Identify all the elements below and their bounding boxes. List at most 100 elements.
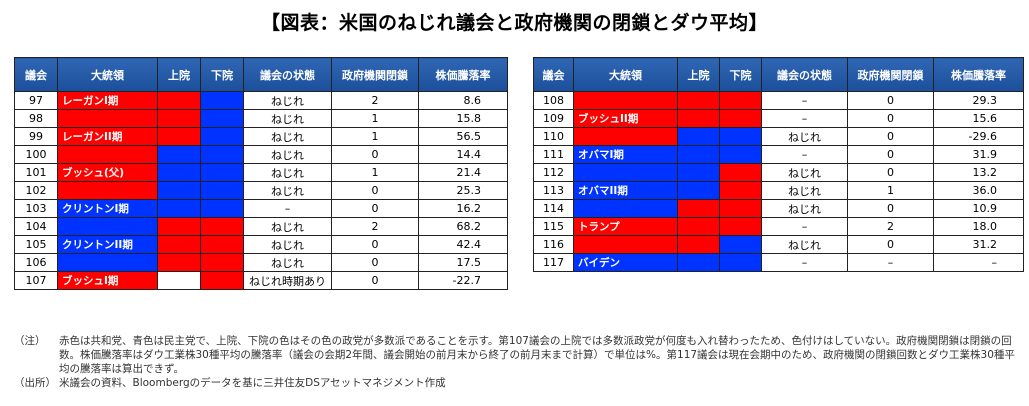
status-cell: ねじれ	[243, 127, 332, 146]
president-cell: ブッシュ(父)	[57, 163, 158, 182]
change-cell: 15.6	[933, 109, 1024, 128]
table-row: 105 クリントンII期 ねじれ 0 42.4	[14, 235, 508, 254]
house-cell	[200, 91, 244, 110]
table-row: 110 ねじれ 0 -29.6	[533, 127, 1024, 146]
congress-cell: 111	[533, 145, 574, 164]
table-row: 100 ねじれ 0 14.4	[14, 145, 508, 164]
change-cell: -29.6	[933, 127, 1024, 146]
president-cell	[573, 91, 678, 110]
senate-cell	[677, 109, 720, 128]
president-cell	[57, 109, 158, 128]
congress-cell: 117	[533, 253, 574, 272]
table-header-row: 議会 大統領 上院 下院 議会の状態 政府機関閉鎖 株価騰落率	[533, 57, 1024, 92]
status-cell: ねじれ	[761, 199, 848, 218]
congress-cell: 112	[533, 163, 574, 182]
shutdowns-cell: 0	[331, 235, 419, 254]
congress-cell: 109	[533, 109, 574, 128]
senate-cell	[157, 163, 201, 182]
shutdowns-cell: 2	[331, 217, 419, 236]
shutdowns-cell: 1	[331, 163, 419, 182]
status-cell: ねじれ	[243, 145, 332, 164]
page-title: 【図表：米国のねじれ議会と政府機関の閉鎖とダウ平均】	[260, 12, 768, 34]
shutdowns-cell: 1	[331, 109, 419, 128]
congress-cell: 105	[14, 235, 58, 254]
change-cell: 17.5	[418, 253, 508, 272]
status-cell: ねじれ	[243, 235, 332, 254]
status-cell: –	[761, 253, 848, 272]
shutdowns-cell: 2	[847, 217, 934, 236]
shutdowns-cell: 0	[847, 127, 934, 146]
table-row: 97 レーガンI期 ねじれ 2 8.6	[14, 91, 508, 110]
shutdowns-cell: 0	[331, 145, 419, 164]
shutdowns-cell: 0	[847, 163, 934, 182]
president-cell	[57, 181, 158, 200]
table-row: 112 ねじれ 0 13.2	[533, 163, 1024, 182]
status-cell: –	[243, 199, 332, 218]
shutdowns-cell: 0	[331, 199, 419, 218]
change-cell: 36.0	[933, 181, 1024, 200]
president-cell: オバマII期	[573, 181, 678, 200]
change-cell: 15.8	[418, 109, 508, 128]
header-change: 株価騰落率	[933, 57, 1024, 92]
president-cell: レーガンI期	[57, 91, 158, 110]
congress-cell: 99	[14, 127, 58, 146]
status-cell: –	[761, 145, 848, 164]
house-cell	[719, 235, 762, 254]
table-row: 102 ねじれ 0 25.3	[14, 181, 508, 200]
shutdowns-cell: 0	[847, 199, 934, 218]
table-header-row: 議会 大統領 上院 下院 議会の状態 政府機関閉鎖 株価騰落率	[14, 57, 508, 92]
status-cell: –	[761, 217, 848, 236]
house-cell	[200, 217, 244, 236]
senate-cell	[157, 127, 201, 146]
president-cell: ブッシュII期	[573, 109, 678, 128]
status-cell: ねじれ	[761, 181, 848, 200]
status-cell: ねじれ	[243, 163, 332, 182]
president-cell	[573, 199, 678, 218]
shutdowns-cell: 0	[331, 181, 419, 200]
senate-cell	[157, 271, 201, 290]
president-cell	[57, 253, 158, 272]
table-row: 101 ブッシュ(父) ねじれ 1 21.4	[14, 163, 508, 182]
source-row: （出所） 米議会の資料、Bloombergのデータを基に三井住友DSアセットマネ…	[14, 376, 1019, 390]
senate-cell	[157, 199, 201, 218]
house-cell	[719, 109, 762, 128]
change-cell: -22.7	[418, 271, 508, 290]
change-cell: 10.9	[933, 199, 1024, 218]
note-text: 赤色は共和党、青色は民主党で、上院、下院の色はその色の政党が多数派であることを示…	[59, 335, 1015, 375]
table-row: 113 オバマII期 ねじれ 1 36.0	[533, 181, 1024, 200]
congress-cell: 114	[533, 199, 574, 218]
header-status: 議会の状態	[243, 57, 332, 92]
president-cell	[573, 235, 678, 254]
president-cell: クリントンI期	[57, 199, 158, 218]
house-cell	[719, 253, 762, 272]
congress-cell: 113	[533, 181, 574, 200]
status-cell: ねじれ	[761, 163, 848, 182]
congress-cell: 110	[533, 127, 574, 146]
house-cell	[200, 127, 244, 146]
table-row: 117 バイデン – – –	[533, 253, 1024, 272]
table-row: 111 オバマI期 –0 31.9	[533, 145, 1024, 164]
president-cell: ブッシュI期	[57, 271, 158, 290]
status-cell: ねじれ	[761, 235, 848, 254]
president-cell: バイデン	[573, 253, 678, 272]
senate-cell	[157, 145, 201, 164]
president-cell	[57, 145, 158, 164]
change-cell: 31.2	[933, 235, 1024, 254]
change-cell: 16.2	[418, 199, 508, 218]
senate-cell	[157, 253, 201, 272]
congress-cell: 115	[533, 217, 574, 236]
house-cell	[200, 271, 244, 290]
senate-cell	[677, 253, 720, 272]
source-text: 米議会の資料、Bloombergのデータを基に三井住友DSアセットマネジメント作…	[59, 377, 446, 389]
status-cell: ねじれ	[761, 127, 848, 146]
table-row: 109 ブッシュII期 –0 15.6	[533, 109, 1024, 128]
status-cell: ねじれ時期あり	[243, 271, 332, 290]
status-cell: ねじれ	[243, 217, 332, 236]
house-cell	[719, 145, 762, 164]
table-row: 103 クリントンI期 –0 16.2	[14, 199, 508, 218]
house-cell	[719, 127, 762, 146]
change-cell: 25.3	[418, 181, 508, 200]
house-cell	[719, 217, 762, 236]
header-congress: 議会	[533, 57, 574, 92]
table-row: 115 トランプ –2 18.0	[533, 217, 1024, 236]
